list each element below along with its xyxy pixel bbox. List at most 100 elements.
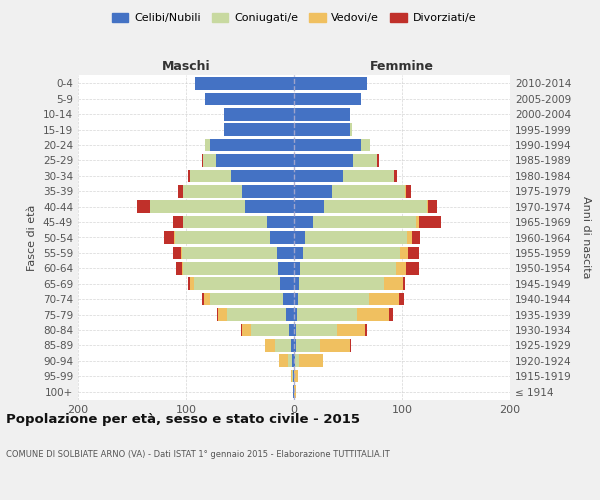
Bar xyxy=(190,170,294,182)
Bar xyxy=(294,124,352,136)
Y-axis label: Fasce di età: Fasce di età xyxy=(28,204,37,270)
Bar xyxy=(294,124,352,136)
Bar xyxy=(210,293,294,306)
Bar xyxy=(283,293,294,306)
Bar xyxy=(183,185,294,198)
Bar xyxy=(280,278,294,290)
Bar xyxy=(205,139,294,151)
Bar xyxy=(294,231,412,244)
Bar xyxy=(294,216,441,228)
Bar xyxy=(294,324,337,336)
Bar xyxy=(294,185,406,198)
Bar xyxy=(194,77,294,90)
Bar xyxy=(293,385,294,398)
Bar xyxy=(294,262,395,274)
Bar xyxy=(267,216,294,228)
Bar xyxy=(175,231,294,244)
Bar xyxy=(294,339,351,351)
Bar xyxy=(294,354,323,367)
Text: Maschi: Maschi xyxy=(161,60,211,72)
Bar xyxy=(294,246,419,259)
Bar xyxy=(178,185,294,198)
Bar xyxy=(194,278,294,290)
Bar xyxy=(294,154,379,167)
Bar xyxy=(294,262,406,274)
Bar xyxy=(294,139,370,151)
Bar xyxy=(227,308,294,321)
Bar xyxy=(224,124,294,136)
Bar xyxy=(287,354,294,367)
Bar xyxy=(294,108,350,120)
Bar xyxy=(294,293,404,306)
Bar xyxy=(294,246,302,259)
Bar xyxy=(224,124,294,136)
Bar xyxy=(202,293,294,306)
Bar xyxy=(151,200,294,213)
Bar xyxy=(294,324,296,336)
Bar xyxy=(294,170,343,182)
Bar xyxy=(293,385,294,398)
Bar xyxy=(294,108,350,120)
Bar xyxy=(270,231,294,244)
Bar xyxy=(181,246,294,259)
Bar xyxy=(294,139,361,151)
Bar xyxy=(294,246,400,259)
Bar xyxy=(294,77,367,90)
Bar xyxy=(294,77,367,90)
Bar xyxy=(294,185,405,198)
Bar xyxy=(294,200,324,213)
Bar xyxy=(294,216,419,228)
Bar xyxy=(205,139,294,151)
Bar xyxy=(294,139,370,151)
Bar xyxy=(205,139,294,151)
Bar xyxy=(292,370,294,382)
Bar xyxy=(205,293,294,306)
Bar xyxy=(183,262,294,274)
Bar xyxy=(294,170,394,182)
Bar xyxy=(294,278,405,290)
Bar xyxy=(291,370,294,382)
Bar xyxy=(173,246,294,259)
Bar xyxy=(217,308,294,321)
Bar xyxy=(164,231,294,244)
Bar xyxy=(294,278,299,290)
Bar xyxy=(137,200,294,213)
Bar xyxy=(294,308,394,321)
Bar xyxy=(279,354,294,367)
Bar xyxy=(294,324,365,336)
Bar xyxy=(294,124,350,136)
Bar xyxy=(232,170,294,182)
Bar xyxy=(294,246,409,259)
Bar xyxy=(294,324,367,336)
Bar xyxy=(245,200,294,213)
Bar xyxy=(294,92,361,105)
Bar xyxy=(173,216,294,228)
Bar xyxy=(182,246,294,259)
Bar xyxy=(265,339,294,351)
Bar xyxy=(294,185,332,198)
Bar xyxy=(294,108,350,120)
Bar xyxy=(224,108,294,120)
Bar xyxy=(294,385,296,398)
Bar xyxy=(294,92,361,105)
Bar xyxy=(188,170,294,182)
Bar xyxy=(190,278,294,290)
Bar xyxy=(277,246,294,259)
Bar xyxy=(293,385,294,398)
Bar xyxy=(294,77,367,90)
Bar xyxy=(294,154,377,167)
Bar xyxy=(294,108,350,120)
Bar xyxy=(294,354,299,367)
Bar xyxy=(294,185,410,198)
Text: Femmine: Femmine xyxy=(370,60,434,72)
Bar xyxy=(224,108,294,120)
Bar xyxy=(224,124,294,136)
Bar xyxy=(294,154,353,167)
Bar xyxy=(294,370,298,382)
Bar xyxy=(294,200,437,213)
Bar xyxy=(294,170,397,182)
Bar xyxy=(242,185,294,198)
Y-axis label: Anni di nascita: Anni di nascita xyxy=(581,196,591,279)
Bar xyxy=(241,324,294,336)
Bar xyxy=(292,354,294,367)
